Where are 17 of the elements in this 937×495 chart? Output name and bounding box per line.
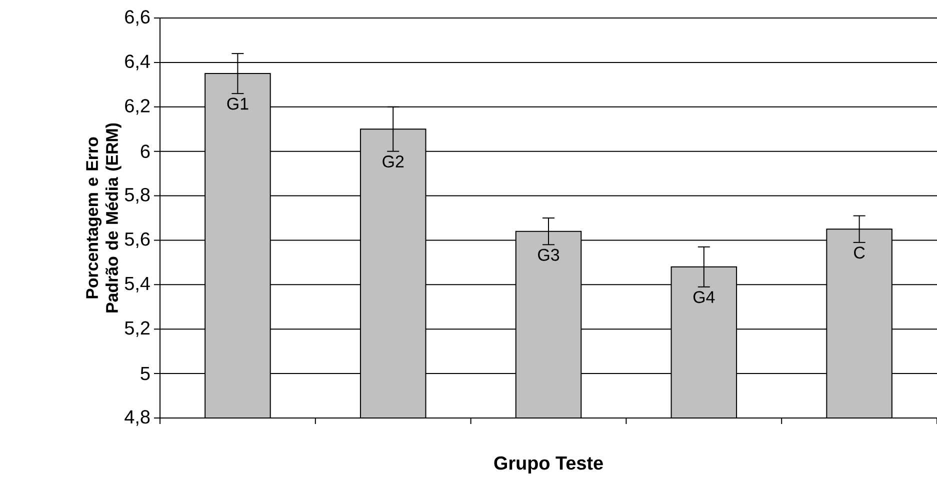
x-tick-label: G2 <box>382 156 404 168</box>
y-axis-title: Porcentagem e Erro Padrão de Média (ERM) <box>86 123 122 312</box>
x-tick-label: G3 <box>538 248 560 261</box>
y-tick-label: 4,8 <box>124 410 150 426</box>
x-tick-label: G4 <box>693 291 715 304</box>
y-tick-label: 5,4 <box>124 276 150 292</box>
x-tick-label: C <box>854 246 865 259</box>
y-tick-label: 5,8 <box>124 188 150 204</box>
x-axis-title: Grupo Teste <box>494 456 603 474</box>
y-tick-label: 5,2 <box>124 321 150 337</box>
y-tick-label: 6,6 <box>125 10 150 26</box>
y-tick-label: 5,6 <box>124 232 150 248</box>
y-tick-label: 6 <box>140 144 150 158</box>
y-tick-label: 5 <box>140 366 150 380</box>
y-tick-label: 6,2 <box>125 99 150 115</box>
x-tick-label: G1 <box>227 98 248 110</box>
y-tick-label: 6,4 <box>125 54 150 70</box>
